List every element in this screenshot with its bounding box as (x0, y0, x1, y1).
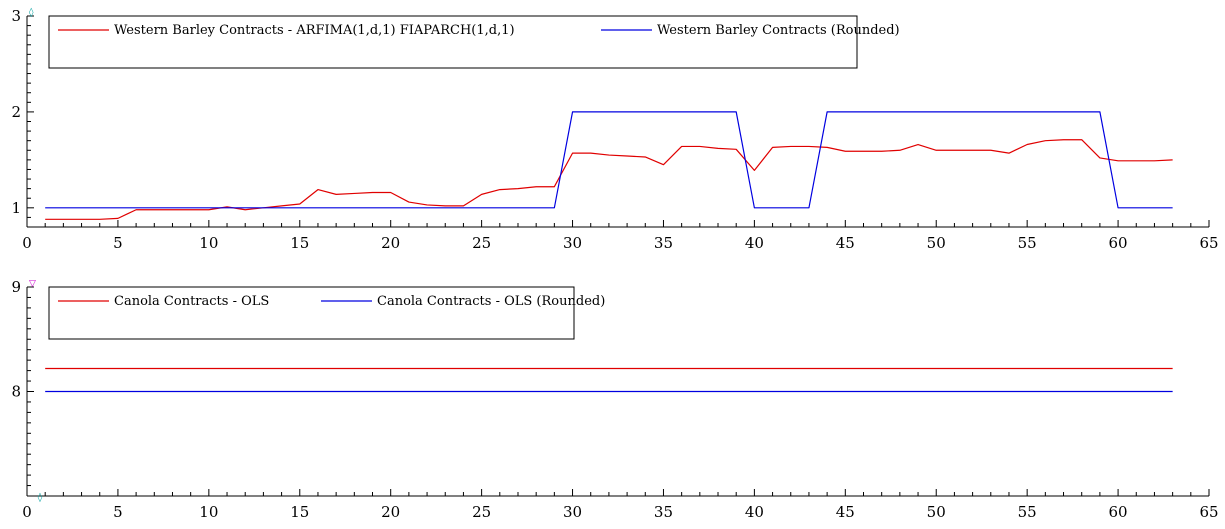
legend-box (48, 286, 575, 340)
y-tick-label: 3 (11, 7, 21, 25)
x-tick-label: 25 (472, 234, 491, 252)
x-tick-label: 5 (113, 234, 123, 252)
x-tick-label: 45 (836, 234, 855, 252)
x-tick-label: 10 (199, 234, 218, 252)
x-tick-label: 35 (654, 234, 673, 252)
x-tick-label: 20 (381, 234, 400, 252)
y-tick-label: 9 (11, 278, 21, 296)
legend-box (48, 15, 858, 69)
axis-marker-icon: ▽ (29, 279, 36, 289)
x-tick-label: 50 (927, 503, 946, 521)
legend-label-1: Western Barley Contracts (Rounded) (657, 23, 900, 38)
top-panel: 0 5 10 15 20 25 30 35 40 45 50 55 60 65 1 2 3 ◊ Western Ba… (11, 7, 1218, 252)
x-tick-label: 45 (836, 503, 855, 521)
x-tick-label: 25 (472, 503, 491, 521)
legend-label-0: Canola Contracts - OLS (114, 294, 269, 309)
x-tick-label: 0 (22, 503, 32, 521)
x-tick-label: 10 (199, 503, 218, 521)
x-tick-label: 30 (563, 503, 582, 521)
x-tick-label: 65 (1199, 503, 1218, 521)
axis-marker-icon: ◊ (29, 7, 34, 18)
y-tick-label: 2 (11, 103, 21, 121)
bottom-panel: 0 5 10 15 20 25 30 35 40 45 50 55 60 65 8 9 ▽ ◊ Canola Con… (11, 278, 1218, 521)
x-tick-label: 40 (745, 503, 764, 521)
y-tick-label: 1 (11, 199, 21, 217)
x-tick-label: 15 (290, 503, 309, 521)
x-tick-label: 30 (563, 234, 582, 252)
x-tick-label: 65 (1199, 234, 1218, 252)
series-line-1 (45, 111, 1173, 209)
x-tick-label: 15 (290, 234, 309, 252)
legend-label-0: Western Barley Contracts - ARFIMA(1,d,1)… (114, 23, 515, 38)
x-tick-label: 0 (22, 234, 32, 252)
x-tick-label: 50 (927, 234, 946, 252)
x-tick-label: 35 (654, 503, 673, 521)
x-tick-label: 60 (1109, 503, 1128, 521)
x-tick-label: 20 (381, 503, 400, 521)
legend-label-1: Canola Contracts - OLS (Rounded) (377, 294, 605, 309)
axis-marker-icon: ◊ (38, 492, 43, 503)
x-tick-label: 55 (1018, 234, 1037, 252)
x-tick-label: 40 (745, 234, 764, 252)
y-tick-label: 8 (11, 383, 21, 401)
x-tick-label: 5 (113, 503, 123, 521)
x-tick-label: 60 (1109, 234, 1128, 252)
x-tick-label: 55 (1018, 503, 1037, 521)
